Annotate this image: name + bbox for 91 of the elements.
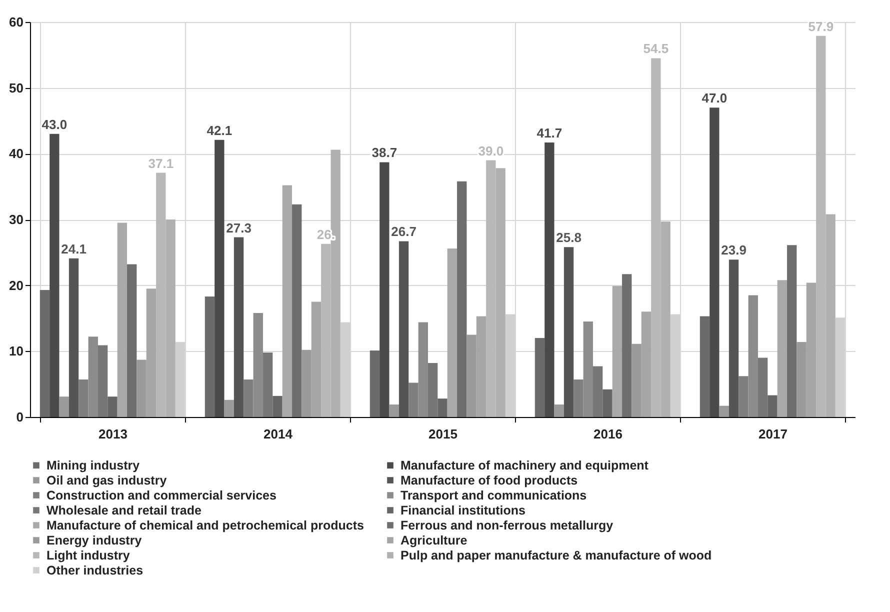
data-label: 25.8 — [556, 230, 582, 246]
data-label: 27.3 — [226, 220, 252, 236]
bar — [253, 312, 263, 417]
y-tick-label: 20 — [9, 278, 24, 293]
y-tick-label: 60 — [9, 14, 24, 30]
legend-label: Mining industry — [46, 458, 140, 472]
bar — [719, 406, 729, 417]
legend-label: Transport and communications — [400, 488, 587, 502]
x-tick-label: 2013 — [98, 426, 128, 442]
x-tick-label: 2014 — [264, 426, 294, 442]
bar — [98, 345, 108, 417]
bar — [78, 379, 88, 417]
bar — [380, 162, 390, 417]
bar — [777, 280, 788, 417]
bar — [398, 241, 409, 417]
bar — [564, 247, 574, 417]
legend-label: Manufacture of food products — [400, 473, 578, 488]
x-tick-label: 2017 — [758, 426, 788, 442]
bar — [117, 222, 128, 417]
bar — [108, 396, 118, 417]
legend-label: Pulp and paper manufacture & manufacture of wood — [400, 548, 712, 562]
bar — [700, 316, 710, 417]
data-label: 57.9 — [808, 18, 834, 34]
legend-label: Agriculture — [400, 533, 468, 548]
bar — [408, 382, 418, 417]
legend-label: Manufacture of machinery and equipment — [400, 458, 650, 472]
bar — [234, 237, 244, 417]
x-tick-label: 2016 — [594, 426, 622, 442]
data-label: 54.5 — [643, 41, 669, 56]
bar — [389, 404, 399, 417]
y-tick-label: 50 — [9, 80, 24, 96]
data-label: 24.1 — [61, 241, 86, 256]
data-label: 41.7 — [536, 125, 562, 140]
bar — [438, 398, 448, 417]
bar — [428, 363, 438, 417]
legend-label: Construction and commercial services — [46, 488, 276, 502]
bar — [622, 274, 632, 417]
bar — [282, 185, 292, 417]
legend-label: Financial institutions — [400, 503, 526, 518]
bar — [244, 379, 254, 417]
bar — [738, 376, 748, 417]
bar — [534, 338, 545, 417]
y-tick-label: 40 — [9, 146, 24, 162]
data-label: 42.1 — [206, 122, 232, 138]
bar — [758, 358, 768, 417]
bar — [602, 389, 612, 417]
bar — [127, 264, 137, 417]
bar — [612, 286, 622, 417]
legend-label: Light industry — [46, 548, 130, 562]
legend-label: Ferrous and non-ferrous metallurgy — [400, 518, 614, 532]
y-tick-label: 10 — [9, 344, 24, 359]
bar — [418, 322, 428, 417]
legend-label: Other industries — [46, 563, 144, 578]
bar — [214, 140, 224, 417]
bar — [768, 395, 778, 417]
bar — [59, 396, 69, 417]
bar — [787, 245, 797, 417]
data-label: 37.1 — [148, 156, 174, 171]
bar — [447, 248, 458, 417]
bar — [728, 260, 739, 417]
bar — [574, 379, 584, 417]
bar — [748, 295, 758, 417]
bar — [370, 350, 380, 417]
bar — [592, 366, 603, 417]
y-tick-label: 30 — [9, 212, 24, 227]
bar — [88, 336, 98, 417]
data-label: 39.0 — [478, 143, 504, 158]
bar — [272, 396, 282, 417]
bar — [224, 400, 234, 417]
legend-label: Energy industry — [46, 533, 142, 548]
x-tick-label: 2015 — [428, 426, 458, 442]
data-label: 23.9 — [721, 242, 746, 258]
bar — [583, 322, 593, 417]
y-tick-label: 0 — [16, 410, 24, 424]
bar — [292, 204, 302, 417]
data-label: 38.7 — [372, 145, 398, 160]
data-label: 43.0 — [42, 116, 68, 132]
legend-label: Manufacture of chemical and petrochemical products — [46, 518, 364, 532]
bar — [710, 108, 720, 417]
data-label: 47.0 — [702, 90, 728, 106]
legend-label: Oil and gas industry — [46, 473, 167, 488]
bar — [554, 404, 564, 417]
legend-label: Wholesale and retail trade — [46, 503, 202, 518]
data-label: 26.7 — [391, 224, 416, 240]
bar — [544, 142, 554, 417]
bar — [68, 258, 79, 417]
bar — [50, 134, 60, 417]
bar — [40, 290, 50, 417]
bar — [262, 352, 273, 417]
bar — [457, 181, 467, 417]
bar — [204, 296, 215, 417]
